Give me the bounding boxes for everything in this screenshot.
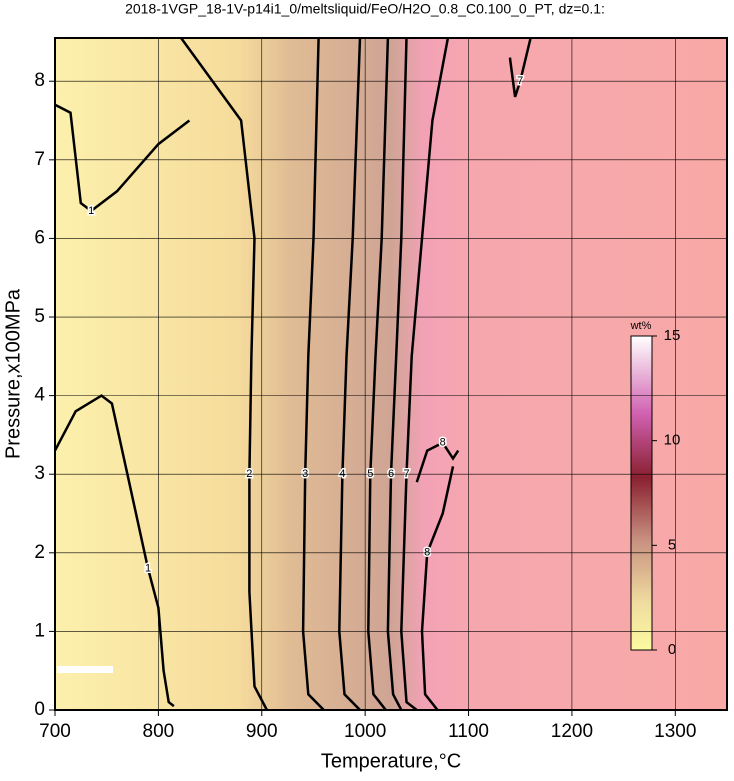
colorbar-label: wt% <box>630 320 652 332</box>
contour-label: 1 <box>145 562 151 574</box>
x-tick-label: 1100 <box>448 721 489 742</box>
contour-line <box>400 37 450 711</box>
plot-frame <box>54 37 728 711</box>
contour-label: 8 <box>440 437 446 449</box>
x-axis-label: Temperature,°C <box>321 750 461 772</box>
contour-line <box>415 441 460 483</box>
colorbar-tick-label: 10 <box>664 432 681 449</box>
y-tick-label: 6 <box>34 227 45 248</box>
y-tick-label: 7 <box>34 149 45 170</box>
x-tick-label: 1300 <box>654 721 696 742</box>
chart-title: 2018-1VGP_18-1V-p14i1_0/meltsliquid/FeO/… <box>125 1 605 17</box>
y-tick-label: 8 <box>34 70 45 91</box>
contour-line <box>180 37 269 711</box>
contour-line <box>420 466 455 711</box>
contour-line <box>53 394 175 708</box>
colorbar-tick-label: 0 <box>668 641 676 658</box>
plot-background <box>55 38 727 710</box>
x-tick-label: 800 <box>143 721 175 742</box>
x-tick-label: 1000 <box>344 721 386 742</box>
legend-placeholder <box>57 666 113 673</box>
contour-line <box>508 37 532 98</box>
y-tick-label: 5 <box>34 306 45 327</box>
y-tick-label: 3 <box>34 463 45 484</box>
y-tick-label: 1 <box>34 620 45 641</box>
x-tick-label: 1200 <box>551 721 593 742</box>
y-tick-label: 0 <box>34 699 45 720</box>
colorbar <box>630 335 653 651</box>
x-tick-label: 900 <box>246 721 278 742</box>
colorbar-tick-label: 5 <box>668 536 676 553</box>
y-axis-label: Pressure,x100MPa <box>2 288 24 459</box>
x-tick-label: 700 <box>39 721 71 742</box>
colorbar-tick-label: 15 <box>664 327 681 344</box>
y-tick-label: 4 <box>34 385 45 406</box>
y-tick-label: 2 <box>34 542 45 563</box>
contour-label: 1 <box>88 205 94 217</box>
